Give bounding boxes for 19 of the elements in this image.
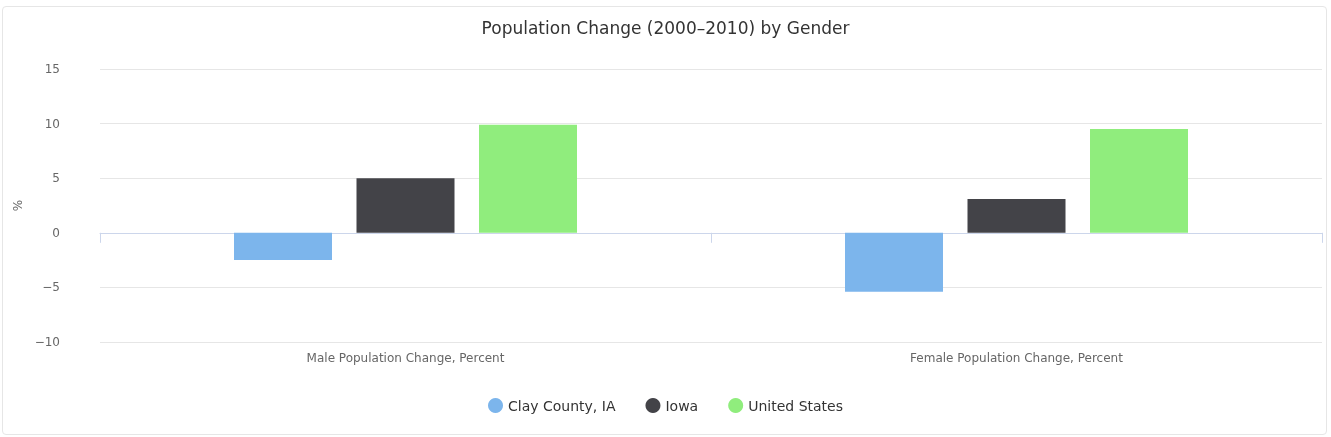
y-tick-label: 0	[52, 225, 60, 240]
y-tick-label: −10	[34, 335, 60, 349]
bar	[845, 232, 943, 292]
bar	[1090, 129, 1188, 233]
y-tick-label: 15	[44, 62, 60, 76]
bar	[967, 198, 1066, 233]
y-tick-label: 5	[52, 171, 60, 186]
x-tick-label: Female Population Change, Percent	[910, 351, 1124, 365]
x-tick-label: Male Population Change, Percent	[306, 351, 505, 365]
legend-label: Clay County, IA	[508, 397, 616, 414]
legend-label: United States	[748, 397, 843, 414]
bar	[234, 232, 332, 261]
bar	[479, 124, 577, 233]
legend-label: Iowa	[665, 397, 699, 414]
y-tick-label: −5	[42, 280, 60, 295]
y-axis-title: %	[10, 199, 25, 212]
chart-title: Population Change (2000–2010) by Gender	[481, 17, 850, 38]
bar	[356, 178, 455, 233]
y-tick-label: 10	[44, 116, 60, 131]
